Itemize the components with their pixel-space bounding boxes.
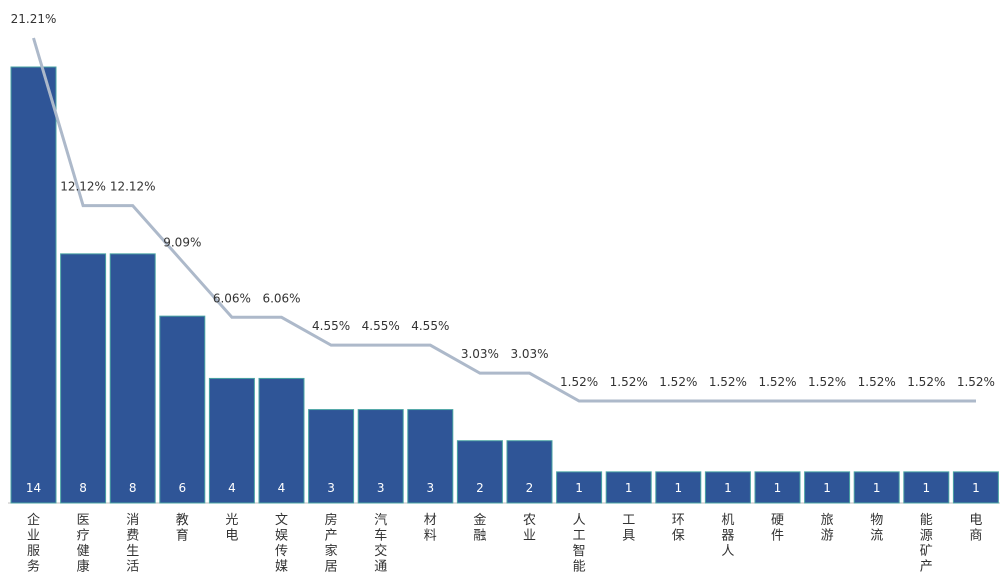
bars-layer — [8, 66, 1000, 504]
percent-label: 1.52% — [808, 375, 846, 389]
percent-label: 3.03% — [510, 347, 548, 361]
bar — [10, 66, 57, 504]
bar — [407, 409, 454, 504]
category-label: 农业 — [523, 513, 536, 544]
bar-value-label: 14 — [26, 481, 41, 495]
percent-label: 1.52% — [957, 375, 995, 389]
bar-value-label: 8 — [79, 481, 87, 495]
category-label: 旅游 — [821, 513, 834, 544]
percent-label: 1.52% — [560, 375, 598, 389]
category-label: 消费生活 — [126, 513, 139, 575]
bar — [159, 315, 206, 504]
category-label: 汽车交通 — [374, 513, 387, 575]
percent-label: 4.55% — [411, 319, 449, 333]
category-label: 材料 — [424, 513, 437, 544]
bar — [655, 471, 702, 504]
bar — [804, 471, 851, 504]
percent-label: 4.55% — [312, 319, 350, 333]
bar-value-label: 1 — [625, 481, 633, 495]
percent-label: 6.06% — [213, 291, 251, 305]
category-label: 环保 — [672, 513, 685, 544]
bar — [60, 253, 107, 504]
percent-label: 1.52% — [610, 375, 648, 389]
bar-value-label: 3 — [327, 481, 335, 495]
category-label: 硬件 — [771, 513, 784, 544]
bar-value-label: 2 — [476, 481, 484, 495]
bar — [853, 471, 900, 504]
trend-line-layer — [32, 37, 976, 403]
category-label: 房产家居 — [325, 512, 338, 575]
bar-value-label: 4 — [278, 481, 286, 495]
percent-label: 1.52% — [659, 375, 697, 389]
bar — [903, 471, 950, 504]
bar — [704, 471, 751, 504]
percent-label: 1.52% — [709, 375, 747, 389]
percent-label: 21.21% — [11, 12, 57, 26]
bar-value-label: 4 — [228, 481, 236, 495]
category-label: 能源矿产 — [920, 513, 933, 575]
category-label: 光电 — [225, 513, 238, 544]
bar — [754, 471, 801, 504]
bar-value-label: 3 — [377, 481, 385, 495]
bar-value-label: 1 — [873, 481, 881, 495]
category-label: 金融 — [473, 512, 486, 544]
percent-label: 9.09% — [163, 235, 201, 249]
bar — [308, 409, 355, 504]
bar-value-label: 3 — [426, 481, 434, 495]
category-label: 人工智能 — [573, 513, 586, 575]
category-label: 教育 — [176, 512, 189, 544]
bar-value-label: 8 — [129, 481, 137, 495]
bar — [258, 377, 305, 504]
bar — [357, 409, 404, 504]
category-label: 机器人 — [721, 513, 734, 559]
percent-label: 12.12% — [110, 180, 156, 194]
percent-label: 1.52% — [907, 375, 945, 389]
percentage-trend-line — [32, 37, 976, 403]
bar — [456, 440, 503, 504]
bar-value-label: 1 — [823, 481, 831, 495]
percent-label: 4.55% — [362, 319, 400, 333]
percent-label: 1.52% — [858, 375, 896, 389]
bar — [208, 377, 255, 504]
percent-label: 6.06% — [262, 291, 300, 305]
percent-label: 12.12% — [60, 180, 106, 194]
bar — [109, 253, 156, 504]
bar-value-label: 1 — [724, 481, 732, 495]
category-label: 文娱传媒 — [275, 513, 288, 575]
bar-value-label: 6 — [178, 481, 186, 495]
category-label: 物流 — [870, 513, 883, 544]
bar — [556, 471, 603, 504]
percent-label: 3.03% — [461, 347, 499, 361]
bar — [605, 471, 652, 504]
bar-value-label: 2 — [526, 481, 534, 495]
category-label: 医疗健康 — [77, 513, 90, 575]
percent-label: 1.52% — [758, 375, 796, 389]
bar-value-label: 1 — [674, 481, 682, 495]
labels-layer: 14企业服务21.21%8医疗健康12.12%8消费生活12.12%6教育9.0… — [11, 12, 995, 575]
bar-value-label: 1 — [575, 481, 583, 495]
category-label: 电商 — [969, 513, 982, 544]
category-label: 工具 — [622, 513, 635, 544]
bar — [952, 471, 999, 504]
bar-value-label: 1 — [922, 481, 930, 495]
category-label: 企业服务 — [27, 512, 40, 575]
bar-value-label: 1 — [972, 481, 980, 495]
bar — [506, 440, 553, 504]
bar-value-label: 1 — [774, 481, 782, 495]
